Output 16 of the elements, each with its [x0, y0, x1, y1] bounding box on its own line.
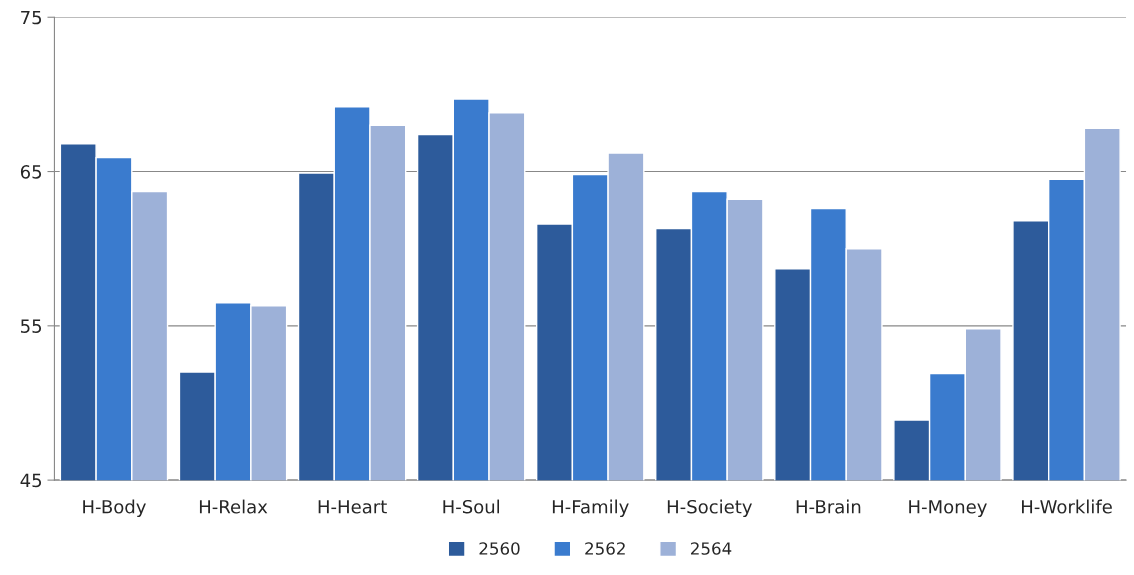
x-tick-label: H-Money [909, 500, 987, 518]
legend-label: 2564 [691, 542, 732, 555]
x-tick-label: H-Heart [318, 500, 387, 514]
y-tick-label: 65 [20, 165, 42, 179]
x-tick-label: H-Body [83, 499, 146, 518]
legend-label: 2560 [479, 542, 520, 555]
x-tick-label: H-Society [667, 499, 752, 518]
y-tick-label: 45 [20, 473, 42, 488]
x-tick-label: H-Relax [199, 499, 268, 514]
y-tick-label: 75 [21, 10, 42, 25]
x-tick-label: H-Soul [443, 499, 500, 514]
y-tick-label: 55 [21, 319, 42, 333]
x-tick-label: H-Brain [796, 499, 861, 514]
x-tick-label: H-Worklife [1022, 499, 1112, 514]
x-tick-label: H-Family [552, 499, 629, 518]
legend-label: 2562 [585, 542, 625, 555]
